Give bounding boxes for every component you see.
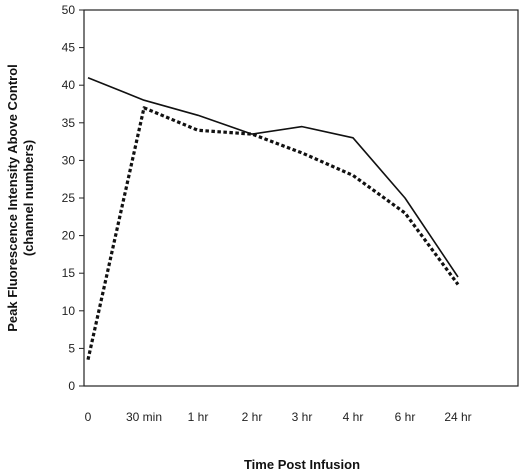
x-tick-label: 30 min: [126, 410, 162, 424]
y-tick-label: 10: [62, 304, 76, 318]
plot-frame: [83, 9, 519, 387]
y-tick-label: 20: [62, 229, 76, 243]
x-tick-label: 2 hr: [242, 410, 263, 424]
y-tick-label: 45: [62, 41, 76, 55]
y-axis-ticks: 0 5 10 15 20 25 30 35 40 45 50: [62, 3, 84, 393]
x-tick-label: 6 hr: [395, 410, 416, 424]
x-tick-label: 3 hr: [292, 410, 313, 424]
y-tick-label: 30: [62, 153, 76, 167]
x-axis-title: Time Post Infusion: [244, 457, 360, 472]
x-tick-label: 0: [85, 410, 92, 424]
y-tick-label: 25: [62, 191, 76, 205]
y-axis-title-line-2: (channel numbers): [21, 140, 36, 256]
series-line-1-solid: [87, 76, 459, 278]
y-tick-label: 15: [62, 266, 76, 280]
x-tick-label: 1 hr: [188, 410, 209, 424]
x-axis-ticks: 0 30 min 1 hr 2 hr 3 hr 4 hr 6 hr 24 hr: [85, 410, 472, 424]
y-axis-title: Peak Fluorescence Intensity Above Contro…: [5, 64, 36, 332]
series-layer: [86, 76, 460, 361]
y-axis-title-line-1: Peak Fluorescence Intensity Above Contro…: [5, 64, 20, 332]
y-tick-label: 0: [68, 379, 75, 393]
y-tick-label: 35: [62, 116, 76, 130]
x-tick-label: 4 hr: [343, 410, 364, 424]
x-tick-label: 24 hr: [444, 410, 471, 424]
y-tick-label: 40: [62, 78, 76, 92]
plot-border: [83, 9, 519, 387]
y-tick-label: 50: [62, 3, 76, 17]
y-tick-label: 5: [68, 341, 75, 355]
series-line-2-dotted: [86, 106, 460, 361]
